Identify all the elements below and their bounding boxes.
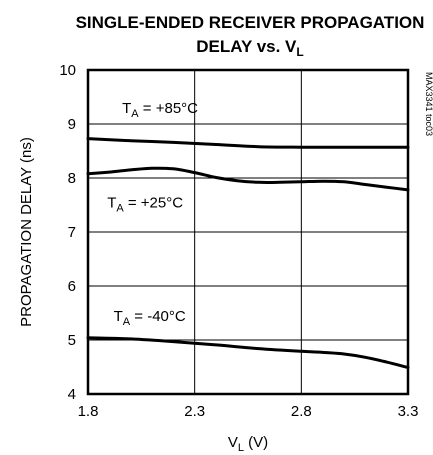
- y-tick-label: 6: [68, 278, 76, 295]
- series-label-sub: A: [131, 108, 139, 120]
- chart-title-line1: SINGLE-ENDED RECEIVER PROPAGATION: [76, 13, 425, 32]
- x-axis-label-main: V: [228, 434, 238, 451]
- plot-frame: [86, 68, 410, 396]
- x-tick-label: 1.8: [78, 403, 99, 420]
- series-label-main: T: [114, 308, 123, 325]
- chart-title-line2: DELAY vs. VL: [196, 37, 304, 59]
- y-axis-label: PROPAGATION DELAY (ns): [18, 137, 35, 327]
- series-label-sub: A: [123, 316, 131, 328]
- x-tick-label: 2.8: [291, 403, 312, 420]
- series-label: TA = +25°C: [107, 195, 183, 215]
- y-tick-label: 9: [68, 116, 76, 133]
- tick-labels: 1.8 2.3 2.8 3.3 4 5 6 7 8 9 10: [59, 62, 418, 420]
- chart-title-line2-main: DELAY vs. V: [196, 37, 297, 56]
- series-annotations: TA = +85°CTA = +25°CTA = -40°C: [107, 100, 198, 328]
- x-tick-label: 3.3: [398, 403, 419, 420]
- x-axis-label: VL (V): [228, 434, 268, 454]
- x-axis-label-sub: L: [238, 442, 244, 454]
- y-tick-label: 7: [68, 224, 76, 241]
- series-label-main: T: [107, 195, 116, 212]
- series-label-rest: = -40°C: [130, 308, 186, 325]
- series-label: TA = +85°C: [122, 100, 198, 120]
- x-tick-label: 2.3: [184, 403, 205, 420]
- series-label-sub: A: [116, 203, 124, 215]
- series-line: [86, 336, 410, 369]
- series-label-main: T: [122, 100, 131, 117]
- y-tick-label: 10: [59, 62, 76, 79]
- y-tick-label: 5: [68, 332, 76, 349]
- y-tick-label: 4: [68, 386, 76, 403]
- series-line: [86, 137, 410, 149]
- series-label-rest: = +25°C: [124, 195, 184, 212]
- x-axis-label-unit: (V): [244, 434, 268, 451]
- series-label: TA = -40°C: [114, 308, 186, 328]
- series-curves: [86, 137, 410, 369]
- series-line: [86, 166, 410, 192]
- chart-title-subscript: L: [296, 45, 303, 59]
- watermark-text: MAX3341 toc03: [424, 72, 433, 136]
- y-tick-label: 8: [68, 170, 76, 187]
- series-label-rest: = +85°C: [139, 100, 199, 117]
